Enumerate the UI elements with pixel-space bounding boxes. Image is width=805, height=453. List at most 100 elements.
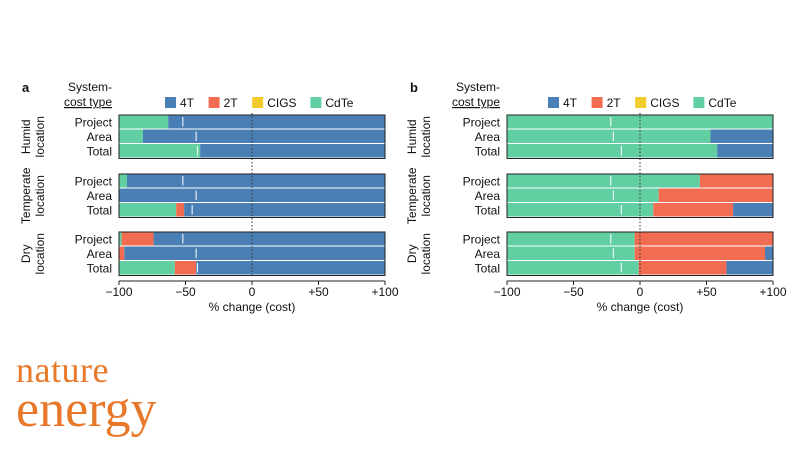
legend-swatch-CIGS [252,97,264,108]
bar-segment-CdTe [507,129,711,143]
panel-label: a [22,80,30,95]
x-tick-label: −100 [493,285,520,299]
bar-segment-2T [176,203,185,217]
bar-segment-CdTe [119,174,127,188]
row-label: Project [463,175,501,189]
row-label: Total [475,204,500,218]
row-label: Area [475,189,501,203]
bar-segment-CdTe [507,261,639,275]
bar-segment-CdTe [119,261,175,275]
group-label: Drylocation [19,233,47,274]
group-label-line-1: Dry [19,244,33,263]
bar-segment-4T [168,115,385,129]
row-label: Area [87,189,113,203]
x-tick-label: −50 [175,285,196,299]
legend-swatch-CIGS [635,97,647,108]
legend-label-CIGS: CIGS [650,96,679,110]
row-label: Total [87,262,112,276]
legend-swatch-2T [208,97,220,108]
bar-segment-CdTe [507,115,773,129]
x-axis-label: % change (cost) [209,300,296,314]
group-label-line-2: location [419,233,433,274]
group-label-line-1: Dry [405,244,419,263]
bar-segment-4T [153,232,385,246]
bar-segment-4T [124,246,385,260]
bar-segment-2T [638,261,727,275]
group-label-line-2: location [33,175,47,216]
legend-swatch-4T [165,97,176,108]
row-label: Project [463,233,501,247]
bar-segment-CdTe [119,203,177,217]
bar-segment-4T [726,261,773,275]
bar-segment-4T [196,261,385,275]
row-label: Total [475,262,500,276]
x-tick-label: 0 [637,285,644,299]
row-label: Project [463,116,501,130]
nature-energy-logo: nature energy [16,352,157,436]
panel-label: b [410,80,418,95]
group-label-line-1: Temperate [19,167,33,224]
legend-label-2T: 2T [224,96,239,110]
group-label-line-2: location [33,233,47,274]
row-label: Area [87,130,113,144]
group-label-line-1: Temperate [405,167,419,224]
bar-segment-4T [717,144,773,158]
legend-label-CdTe: CdTe [708,96,736,110]
bar-segment-CdTe [119,115,169,129]
row-label: Project [75,116,113,130]
bar-segment-CdTe [507,232,635,246]
bar-segment-4T [710,129,773,143]
bar-segment-CdTe [507,246,635,260]
bar-segment-4T [126,174,385,188]
legend-label-CdTe: CdTe [325,96,353,110]
bar-segment-CdTe [507,174,700,188]
legend-swatch-2T [591,97,603,108]
bar-segment-4T [142,129,385,143]
logo-line-2: energy [16,381,157,438]
bar-segment-4T [733,203,773,217]
legend-swatch-CdTe [310,97,322,108]
bar-segment-2T [699,174,773,188]
group-label-line-2: location [33,116,47,157]
group-label-line-2: location [419,175,433,216]
row-label: Total [475,145,500,159]
bar-segment-4T [119,188,385,202]
group-label: Temperatelocation [19,167,47,224]
legend-label-4T: 4T [180,96,195,110]
bar-segment-CdTe [119,144,201,158]
group-label: Humidlocation [405,116,433,157]
x-tick-label: −100 [105,285,132,299]
legend-label-CIGS: CIGS [267,96,296,110]
bar-segment-2T [119,246,125,260]
group-label: Humidlocation [19,116,47,157]
bar-segment-CdTe [119,129,143,143]
x-tick-label: +100 [371,285,398,299]
logo-line-1: nature [16,350,109,390]
chart-panel-a: a System-cost type 4T 2T CIGS CdTeHumidlocati… [19,80,399,314]
row-label: Project [75,233,113,247]
bar-segment-CdTe [119,232,122,246]
bar-segment-4T [765,246,773,260]
x-tick-label: +50 [308,285,329,299]
x-tick-label: +100 [759,285,786,299]
legend-title-line-2: cost type [452,95,500,109]
bar-segment-2T [634,232,773,246]
x-tick-label: +50 [696,285,717,299]
chart-panel-b: b System-cost type 4T 2T CIGS CdTeHumidlocati… [405,80,787,314]
group-label-line-1: Humid [405,119,419,154]
x-axis-label: % change (cost) [597,300,684,314]
bar-segment-2T [634,246,766,260]
row-label: Total [87,204,112,218]
bar-segment-2T [121,232,154,246]
bar-segment-2T [653,203,734,217]
row-label: Total [87,145,112,159]
group-label-line-2: location [419,116,433,157]
legend-title-line-1: System- [68,80,112,94]
legend-title-line-1: System- [456,80,500,94]
x-tick-label: −50 [563,285,584,299]
bar-segment-4T [184,203,385,217]
legend-label-4T: 4T [563,96,578,110]
row-label: Area [475,247,501,261]
bar-segment-2T [658,188,773,202]
